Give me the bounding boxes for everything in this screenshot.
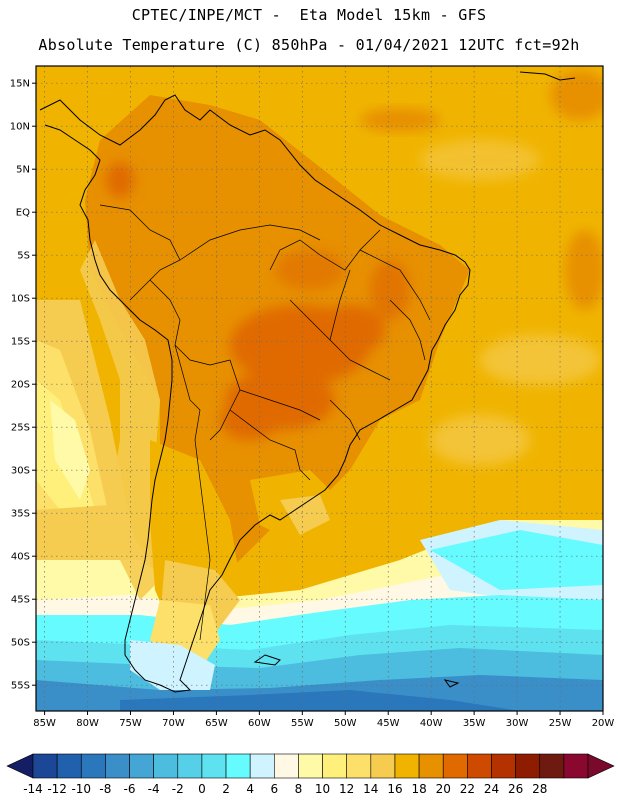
country-borders [99, 204, 431, 641]
colorbar-label: 14 [363, 782, 378, 796]
temperature-map: 15N 10N 5N EQ 5S 10S 15S 20S 25S 30S 35S 40S 45S 50S 5… [10, 65, 614, 729]
colorbar-label: 0 [198, 782, 206, 796]
lat-tick-label: 25S [11, 423, 30, 434]
colorbar-label: 10 [315, 782, 330, 796]
colorbar-box [491, 753, 516, 779]
lat-tick-label: 35S [11, 509, 30, 520]
colorbar-label: -10 [71, 782, 91, 796]
colorbar-box [32, 753, 58, 779]
lat-tick-label: 30S [11, 466, 30, 477]
lon-tick-label: 25W [549, 718, 572, 729]
longitude-axis: 85W 80W 75W 70W 65W 60W 55W 50W 45W 40W 35W 30W 25W 2… [33, 711, 614, 729]
lat-tick-label: 55S [11, 681, 30, 692]
lon-tick-label: 55W [291, 718, 314, 729]
colorbar-box [394, 753, 420, 779]
colorbar-box [201, 753, 227, 779]
lat-tick-label: 10S [11, 294, 30, 305]
colorbar-box [225, 753, 251, 779]
colorbar-box [80, 753, 106, 779]
colorbar-box [539, 753, 565, 779]
lon-tick-label: 65W [205, 718, 228, 729]
colorbar-label: -4 [148, 782, 160, 796]
lat-tick-label: 15N [10, 79, 30, 90]
lat-tick-label: 5N [16, 165, 30, 176]
colorbar-label: -6 [124, 782, 136, 796]
colorbar-label: 12 [339, 782, 354, 796]
lat-tick-label: 10N [10, 122, 30, 133]
lon-tick-label: 85W [33, 718, 56, 729]
colorbar-label: 16 [387, 782, 402, 796]
lon-tick-label: 70W [162, 718, 185, 729]
lon-tick-label: 40W [420, 718, 443, 729]
coastline [39, 71, 576, 693]
colorbar-box [322, 753, 347, 779]
colorbar-box [442, 753, 468, 779]
colorbar-label: 20 [436, 782, 451, 796]
lon-tick-label: 20W [592, 718, 615, 729]
lat-tick-label: EQ [16, 208, 30, 219]
colorbar-box [249, 753, 275, 779]
lat-tick-label: 20S [11, 380, 30, 391]
colorbar-label: -2 [172, 782, 184, 796]
lat-tick-label: 50S [11, 638, 30, 649]
colorbar-box [346, 753, 372, 779]
temperature-field [36, 66, 603, 711]
colorbar-box [515, 753, 541, 779]
lon-tick-label: 50W [334, 718, 357, 729]
colorbar: -14 -12 -10 -8 -6 -4 -2 0 2 4 6 8 10 12 14 16 18 20 22 24 26… [6, 753, 615, 796]
colorbar-box [177, 753, 203, 779]
lon-tick-label: 45W [377, 718, 400, 729]
colorbar-box [563, 753, 589, 779]
map-frame [35, 65, 604, 712]
colorbar-label: 18 [411, 782, 426, 796]
colorbar-label: 26 [508, 782, 523, 796]
colorbar-label: 4 [246, 782, 254, 796]
lon-tick-label: 35W [463, 718, 486, 729]
colorbar-label: 6 [270, 782, 278, 796]
colorbar-boxes [6, 753, 615, 779]
colorbar-label: -8 [99, 782, 111, 796]
colorbar-label: -12 [47, 782, 67, 796]
colorbar-label: 2 [222, 782, 230, 796]
lat-tick-label: 15S [11, 337, 30, 348]
lon-tick-label: 60W [248, 718, 271, 729]
lon-tick-label: 80W [76, 718, 99, 729]
lat-tick-label: 5S [17, 251, 30, 262]
colorbar-labels: -14 -12 -10 -8 -6 -4 -2 0 2 4 6 8 10 12 14 16 18 20 22 24 26… [23, 782, 547, 796]
lat-tick-label: 40S [11, 552, 30, 563]
colorbar-under-arrow [6, 753, 34, 779]
colorbar-box [274, 753, 299, 779]
colorbar-box [56, 753, 82, 779]
colorbar-label: 8 [295, 782, 303, 796]
latitude-axis: 15N 10N 5N EQ 5S 10S 15S 20S 25S 30S 35S 40S 45S 50S 5… [10, 79, 36, 692]
lat-tick-label: 45S [11, 595, 30, 606]
colorbar-box [370, 753, 396, 779]
colorbar-box [418, 753, 444, 779]
colorbar-label: 24 [484, 782, 499, 796]
colorbar-box [298, 753, 323, 779]
title-line-2: Absolute Temperature (C) 850hPa - 01/04/… [38, 36, 580, 54]
colorbar-label: 22 [460, 782, 475, 796]
title-line-1: CPTEC/INPE/MCT - Eta Model 15km - GFS [131, 6, 487, 24]
colorbar-box [129, 753, 154, 779]
colorbar-box [105, 753, 130, 779]
colorbar-box [153, 753, 179, 779]
colorbar-label: 28 [532, 782, 547, 796]
colorbar-box [467, 753, 492, 779]
colorbar-over-arrow [587, 753, 615, 779]
lon-tick-label: 30W [506, 718, 529, 729]
lon-tick-label: 75W [119, 718, 142, 729]
colorbar-label: -14 [23, 782, 43, 796]
